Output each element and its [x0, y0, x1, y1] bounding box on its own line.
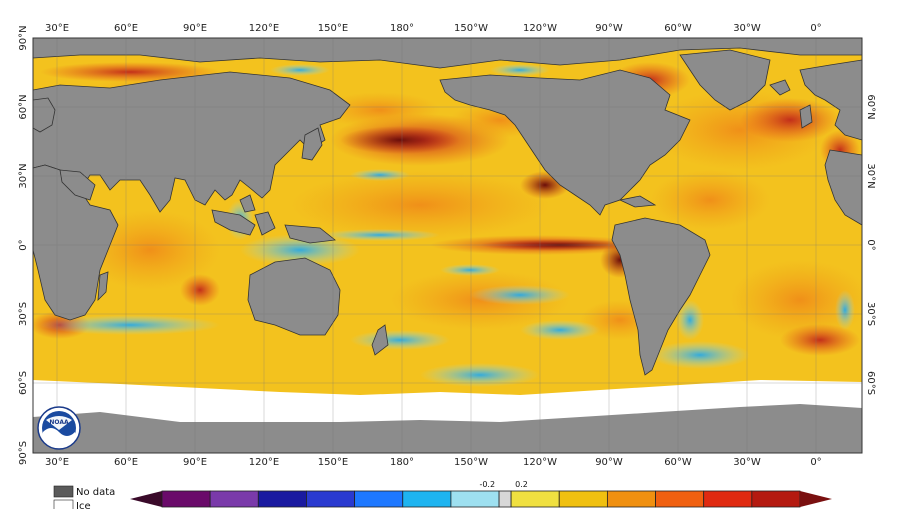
lon-label: 0° [810, 457, 821, 468]
lon-label: 30°E [45, 457, 69, 468]
colorbar-segment [161, 490, 211, 508]
ice-swatch [53, 499, 74, 509]
colorbar-segment [703, 490, 753, 508]
colorbar-segment [558, 490, 608, 508]
lon-labels-bottom: 30°E 60°E 90°E 120°E 150°E 180° 150°W 12… [45, 457, 822, 468]
lon-labels-top: 30°E 60°E 90°E 120°E 150°E 180° 150°W 12… [45, 23, 822, 34]
lon-label: 150°W [454, 23, 488, 34]
colorbar-segment [402, 490, 452, 508]
lat-label: 30°N [865, 163, 876, 188]
lon-label: 90°W [595, 23, 623, 34]
colorbar-segment [450, 490, 500, 508]
no-data-label: No data [76, 487, 115, 498]
lon-label: 60°E [114, 23, 138, 34]
lon-label: 90°W [595, 457, 623, 468]
lon-label: 150°E [318, 23, 348, 34]
lat-labels-left: 90°N 60°N 30°N 0° 30°S 60°S 90°S [18, 25, 29, 465]
colorbar-arrow-high [800, 491, 832, 507]
lon-label: 0° [810, 23, 821, 34]
lon-label: 60°E [114, 457, 138, 468]
lat-label: 30°N [18, 163, 29, 188]
colorbar-segment [751, 490, 801, 508]
lat-label: 0° [865, 239, 876, 250]
ice-band [33, 380, 862, 422]
lon-label: 180° [390, 457, 414, 468]
legend: No data Ice [53, 485, 115, 509]
colorbar-segment [498, 490, 512, 508]
noaa-logo-text: NOAA [49, 419, 69, 426]
map-frame [32, 37, 863, 454]
lon-label: 90°E [183, 23, 207, 34]
colorbar-segment [510, 490, 560, 508]
lon-label: 30°E [45, 23, 69, 34]
colorbar-arrow-low [130, 491, 162, 507]
noaa-logo: NOAA [37, 406, 81, 450]
lon-label: 60°W [664, 23, 692, 34]
lat-label: 60°N [18, 94, 29, 119]
lat-labels-right: 60°N 30°N 0° 30°S 60°S [865, 94, 876, 395]
lon-label: 150°E [318, 457, 348, 468]
ice-label: Ice [76, 501, 91, 509]
lat-label: 30°S [865, 302, 876, 326]
colorbar-segment [306, 490, 356, 508]
lon-label: 150°W [454, 457, 488, 468]
lat-label: 90°N [18, 25, 29, 50]
lat-label: 60°S [865, 371, 876, 395]
lon-label: 120°W [523, 457, 557, 468]
no-data-swatch [53, 485, 74, 498]
lat-label: 30°S [18, 302, 29, 326]
lat-label: 0° [18, 239, 29, 250]
lon-label: 120°W [523, 23, 557, 34]
lon-label: 60°W [664, 457, 692, 468]
lat-label: 60°S [18, 371, 29, 395]
colorbar-segment [354, 490, 404, 508]
colorbar: -0.2 0.2 [130, 480, 832, 508]
lon-label: 120°E [249, 23, 279, 34]
colorbar-segment [655, 490, 705, 508]
lon-label: 120°E [249, 457, 279, 468]
colorbar-segment [606, 490, 656, 508]
colorbar-tick-label: -0.2 [479, 480, 495, 489]
lon-label: 30°W [733, 457, 761, 468]
lon-label: 30°W [733, 23, 761, 34]
lat-label: 90°S [18, 441, 29, 465]
colorbar-segment [209, 490, 259, 508]
colorbar-tick-label: 0.2 [515, 480, 528, 489]
lat-label: 60°N [865, 94, 876, 119]
graticule [33, 38, 862, 453]
colorbar-segment [257, 490, 307, 508]
lon-label: 180° [390, 23, 414, 34]
lon-label: 90°E [183, 457, 207, 468]
